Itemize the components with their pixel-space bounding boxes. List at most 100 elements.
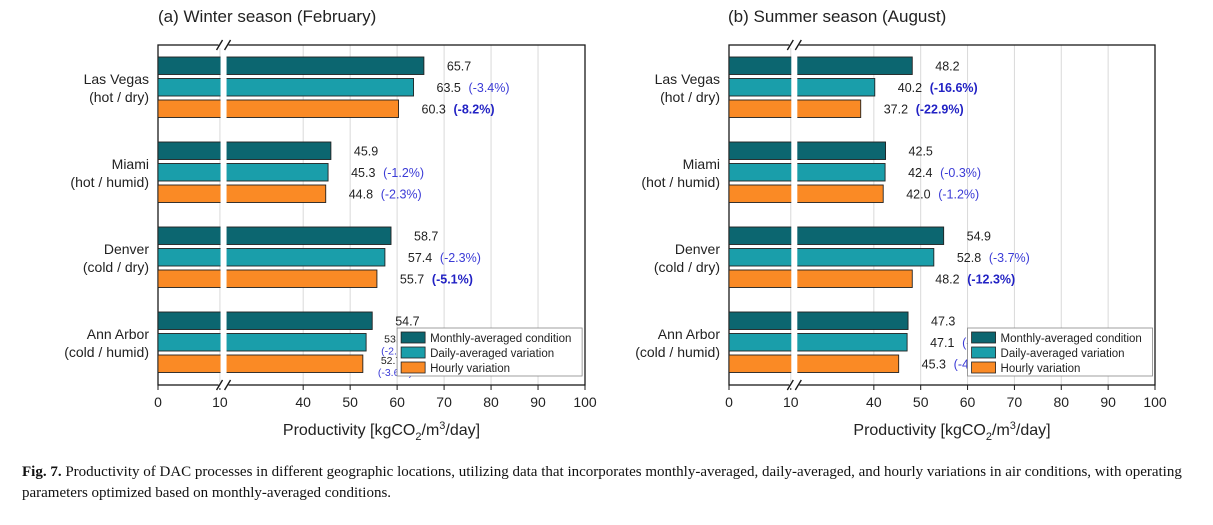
legend-swatch — [400, 346, 426, 359]
data-label-value: 52.8 — [957, 251, 981, 265]
y-category-label: Ann Arbor — [87, 326, 150, 342]
data-label-value: 44.8 — [349, 188, 373, 202]
axis-break-mark — [215, 379, 224, 391]
x-tick-label: 100 — [573, 394, 597, 410]
caption-label: Fig. 7. — [22, 464, 62, 480]
bar-break-gap — [791, 269, 798, 289]
x-tick-label: 90 — [1100, 394, 1116, 410]
bar-break-gap — [791, 354, 798, 374]
bar-break-gap — [220, 354, 227, 374]
bar-break-gap — [220, 162, 227, 182]
chart-title: (b) Summer season (August) — [728, 7, 946, 26]
legend-swatch — [400, 361, 426, 374]
x-axis-label-part: 2 — [415, 431, 421, 443]
x-axis-label-part: Productivity [kgCO — [853, 422, 985, 439]
plot-frame — [728, 44, 1156, 386]
x-axis-label: Productivity [kgCO2/m3/day] — [283, 420, 480, 443]
data-label-value: 47.1 — [930, 336, 954, 350]
bar-break-gap — [220, 226, 227, 246]
bar-break-gap — [220, 269, 227, 289]
x-tick-label: 60 — [960, 394, 976, 410]
data-label-value: 47.3 — [931, 315, 955, 329]
legend-box — [967, 327, 1153, 377]
data-label-value: 58.7 — [414, 230, 438, 244]
bar-daily — [728, 333, 908, 352]
data-label-value: 40.2 — [898, 81, 922, 95]
legend-swatch — [971, 346, 996, 359]
legend-swatch — [971, 361, 996, 374]
data-label-value: 54.9 — [967, 230, 991, 244]
x-tick-label: 40 — [295, 394, 311, 410]
data-label-change: (-8.2%) — [454, 103, 495, 117]
data-label-change: (-0.3%) — [940, 166, 981, 180]
x-tick-label: 0 — [154, 394, 162, 410]
y-category-label: Miami — [112, 156, 149, 172]
data-label-value: 52.7 — [381, 355, 402, 367]
bar-break-gap — [791, 247, 798, 267]
figure-caption: Fig. 7. Productivity of DAC processes in… — [22, 462, 1192, 504]
bar-daily — [157, 248, 386, 267]
caption-text: Productivity of DAC processes in differe… — [22, 464, 1182, 501]
x-axis-label-part: Productivity [kgCO — [283, 422, 415, 439]
y-category-sublabel: (cold / humid) — [635, 344, 720, 360]
bar-break-gap — [220, 332, 227, 352]
axis-break-gap — [789, 42, 800, 48]
axis-break-mark — [223, 39, 232, 51]
x-tick-label: 10 — [783, 394, 799, 410]
bar-break-gap — [220, 311, 227, 331]
data-label-value: 63.5 — [437, 81, 461, 95]
chart-title: (a) Winter season (February) — [158, 7, 376, 26]
bar-break-gap — [220, 141, 227, 161]
bar-daily — [728, 78, 876, 97]
axis-break-mark — [786, 39, 794, 51]
data-label-value: 48.2 — [935, 273, 959, 287]
bar-break-gap — [220, 247, 227, 267]
bar-monthly — [728, 56, 913, 75]
data-label-value: 42.4 — [908, 166, 932, 180]
y-category-label: Denver — [675, 241, 720, 257]
data-label-change: (-5.1%) — [432, 273, 473, 287]
data-label-value: 42.0 — [906, 188, 930, 202]
x-axis-label-part: /day] — [1016, 422, 1051, 439]
x-tick-label: 70 — [1007, 394, 1023, 410]
axis-break-mark — [794, 39, 802, 51]
bar-monthly — [157, 141, 332, 160]
data-label-change: (-3.7%) — [989, 251, 1030, 265]
y-category-label: Las Vegas — [84, 71, 149, 87]
axis-break-mark — [786, 379, 794, 391]
bar-hourly — [157, 269, 378, 288]
bar-monthly — [157, 311, 373, 330]
x-tick-label: 100 — [1143, 394, 1167, 410]
data-label-change: (-3.4%) — [469, 81, 510, 95]
data-label-value: 45.3 — [351, 166, 375, 180]
y-category-sublabel: (hot / dry) — [89, 89, 149, 105]
plot-frame — [157, 44, 586, 386]
bar-monthly — [728, 311, 909, 330]
axis-break-gap — [789, 382, 800, 388]
data-label-change: (-2.3%) — [440, 251, 481, 265]
x-tick-label: 80 — [1053, 394, 1069, 410]
bar-hourly — [157, 354, 364, 373]
axis-break-mark — [223, 379, 232, 391]
bar-hourly — [157, 184, 327, 203]
data-label-value: 45.3 — [922, 358, 946, 372]
bar-break-gap — [791, 332, 798, 352]
x-tick-label: 50 — [913, 394, 929, 410]
legend-label: Daily-averaged variation — [1001, 348, 1125, 360]
legend-label: Monthly-averaged condition — [1001, 333, 1142, 345]
x-tick-label: 50 — [342, 394, 358, 410]
x-tick-label: 10 — [212, 394, 228, 410]
x-axis-label-part: 2 — [986, 431, 992, 443]
x-tick-label: 60 — [389, 394, 405, 410]
y-category-label: Denver — [104, 241, 149, 257]
bar-daily — [157, 163, 329, 182]
bar-monthly — [157, 226, 392, 245]
y-category-label: Miami — [683, 156, 720, 172]
x-axis-label-part: 3 — [1010, 420, 1016, 432]
legend-label: Monthly-averaged condition — [430, 333, 571, 345]
y-category-sublabel: (cold / dry) — [83, 259, 149, 275]
y-category-sublabel: (hot / humid) — [70, 174, 149, 190]
data-label-value: 65.7 — [447, 60, 471, 74]
x-axis-label-part: /m — [422, 422, 440, 439]
bar-break-gap — [220, 77, 227, 97]
